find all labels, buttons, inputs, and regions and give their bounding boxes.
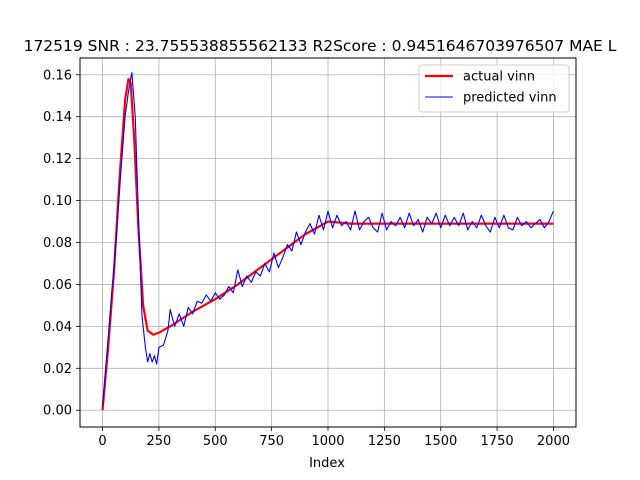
ticks: 0 250 500 750 1000 1250 1500 1750 2000 0.00 0.02 0.… [43,68,570,449]
y-tick-label: 0.06 [43,278,72,293]
x-tick-label: 250 [146,434,171,449]
series-line-actual-vinn [101,77,554,411]
chart-title: 172519 SNR : 23.755538855562133 R2Score … [24,37,617,55]
grid [80,58,576,427]
x-axis-label: Index [309,456,345,471]
y-tick-label: 0.08 [43,236,72,251]
y-tick-label: 0.02 [43,362,72,377]
legend: actual vinn predicted vinn [418,64,570,113]
legend-box [418,64,570,113]
x-tick-label: 500 [203,434,228,449]
series-line-predicted-vinn [102,72,554,407]
y-tick-label: 0.14 [43,110,72,125]
y-tick-label: 0.00 [43,404,72,419]
x-tick-label: 2000 [537,434,570,449]
y-tick-label: 0.16 [43,68,72,83]
x-tick-label: 750 [259,434,284,449]
legend-label: predicted vinn [463,91,557,106]
y-tick-label: 0.12 [43,152,72,167]
x-tick-label: 1500 [424,434,457,449]
legend-label: actual vinn [463,70,535,85]
x-tick-label: 0 [98,434,106,449]
series-layer [101,72,554,411]
y-tick-label: 0.10 [43,194,72,209]
y-tick-label: 0.04 [43,320,72,335]
x-tick-label: 1250 [368,434,401,449]
x-tick-label: 1750 [481,434,514,449]
x-tick-label: 1000 [311,434,344,449]
